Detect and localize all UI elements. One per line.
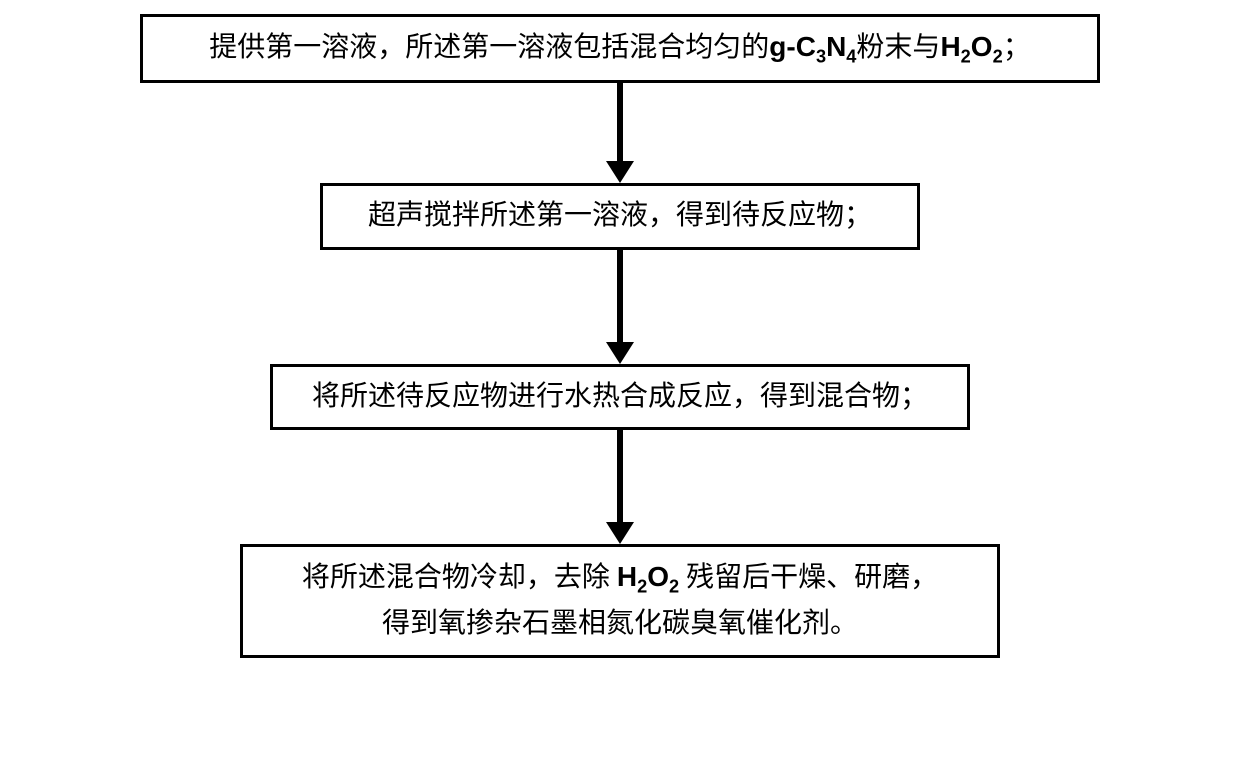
flow-step-3: 将所述待反应物进行水热合成反应，得到混合物； [270, 364, 970, 431]
flow-step-1-text: 提供第一溶液，所述第一溶液包括混合均匀的g-C3N4粉末与H2O2； [157, 25, 1083, 72]
flow-step-2: 超声搅拌所述第一溶液，得到待反应物； [320, 183, 920, 250]
arrow-shaft [617, 250, 623, 342]
flow-step-3-text: 将所述待反应物进行水热合成反应，得到混合物； [287, 375, 953, 420]
arrow-shaft [617, 83, 623, 161]
arrow-head-icon [606, 161, 634, 183]
arrow-head-icon [606, 522, 634, 544]
flow-step-2-text: 超声搅拌所述第一溶液，得到待反应物； [337, 194, 903, 239]
flow-arrow-2 [606, 250, 634, 364]
arrow-shaft [617, 430, 623, 522]
flow-arrow-3 [606, 430, 634, 544]
arrow-head-icon [606, 342, 634, 364]
flow-arrow-1 [606, 83, 634, 183]
flow-step-4-text: 将所述混合物冷却，去除 H2O2 残留后干燥、研磨，得到氧掺杂石墨相氮化碳臭氧催… [257, 555, 983, 647]
flow-step-4: 将所述混合物冷却，去除 H2O2 残留后干燥、研磨，得到氧掺杂石墨相氮化碳臭氧催… [240, 544, 1000, 658]
flow-step-1: 提供第一溶液，所述第一溶液包括混合均匀的g-C3N4粉末与H2O2； [140, 14, 1100, 83]
